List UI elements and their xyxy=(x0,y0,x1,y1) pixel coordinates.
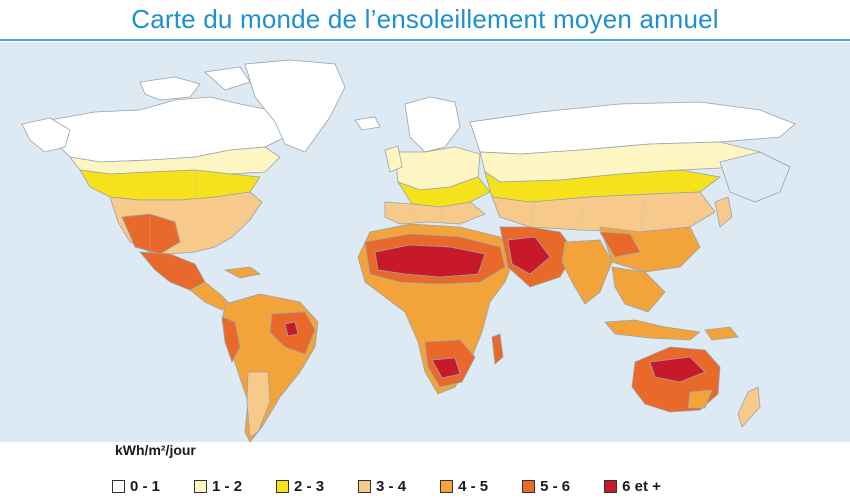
tibet-zone xyxy=(599,231,641,258)
south-america xyxy=(221,293,319,442)
kalahari-zone xyxy=(431,357,461,379)
southeast-asia-zone xyxy=(611,266,666,313)
world-map xyxy=(0,42,850,442)
sahara-core-zone xyxy=(374,244,486,278)
legend-swatch-2-3 xyxy=(276,480,290,493)
europe xyxy=(354,96,491,225)
iceland-zone xyxy=(354,116,381,131)
legend-swatch-5-6 xyxy=(522,480,536,493)
arctic-islands xyxy=(139,66,251,101)
legend-swatch-1-2 xyxy=(194,480,208,493)
legend-swatch-3-4 xyxy=(358,480,372,493)
scandinavia-zone xyxy=(404,96,461,153)
map-title: Carte du monde de l’ensoleillement moyen… xyxy=(131,4,719,34)
legend-swatch-0-1 xyxy=(112,480,125,493)
southern-cone-zone xyxy=(246,371,271,438)
japan-zone xyxy=(714,196,733,228)
legend-item-5-6: 5 - 6 xyxy=(522,478,570,495)
greenland-zone xyxy=(244,59,346,153)
alaska-zone xyxy=(21,117,71,153)
madagascar-zone xyxy=(491,333,504,365)
legend-item-0-1: 0 - 1 xyxy=(112,478,160,495)
legend-label-5-6: 5 - 6 xyxy=(540,478,571,495)
caribbean-zone xyxy=(223,266,261,279)
central-asia-zone xyxy=(491,191,716,233)
andes-zone xyxy=(221,316,241,363)
oceania xyxy=(631,326,761,428)
legend-label-1-2: 1 - 2 xyxy=(212,478,243,495)
uk-zone xyxy=(384,145,403,173)
legend-label-0-1: 0 - 1 xyxy=(130,478,161,495)
legend-swatch-6-plus xyxy=(604,480,618,493)
east-siberia-zone xyxy=(719,151,791,203)
legend: 0 - 1 1 - 2 2 - 3 3 - 4 4 - 5 5 - 6 6 et… xyxy=(112,478,661,495)
brazil-red-spot xyxy=(284,321,299,337)
india-zone xyxy=(561,239,613,305)
new-zealand-zone xyxy=(737,386,761,428)
legend-label-2-3: 2 - 3 xyxy=(294,478,325,495)
indonesia-zone xyxy=(604,319,701,341)
country-borders-hint xyxy=(149,170,646,252)
title-divider xyxy=(0,39,850,41)
legend-label-4-5: 4 - 5 xyxy=(458,478,489,495)
arabia-core-zone xyxy=(507,236,551,275)
legend-item-1-2: 1 - 2 xyxy=(194,478,242,495)
southern-europe-zone xyxy=(384,201,486,225)
australia-southeast-zone xyxy=(687,389,713,409)
legend-label-6-plus: 6 et + xyxy=(622,478,661,495)
papua-zone xyxy=(704,326,739,341)
legend-item-4-5: 4 - 5 xyxy=(440,478,488,495)
legend-unit-label: kWh/m²/jour xyxy=(115,442,196,458)
legend-item-3-4: 3 - 4 xyxy=(358,478,406,495)
africa xyxy=(357,223,516,395)
legend-item-6-plus: 6 et + xyxy=(604,478,661,495)
legend-item-2-3: 2 - 3 xyxy=(276,478,324,495)
legend-swatch-4-5 xyxy=(440,480,454,493)
legend-label-3-4: 3 - 4 xyxy=(376,478,407,495)
australia-core-zone xyxy=(649,356,706,383)
asia xyxy=(469,101,796,341)
